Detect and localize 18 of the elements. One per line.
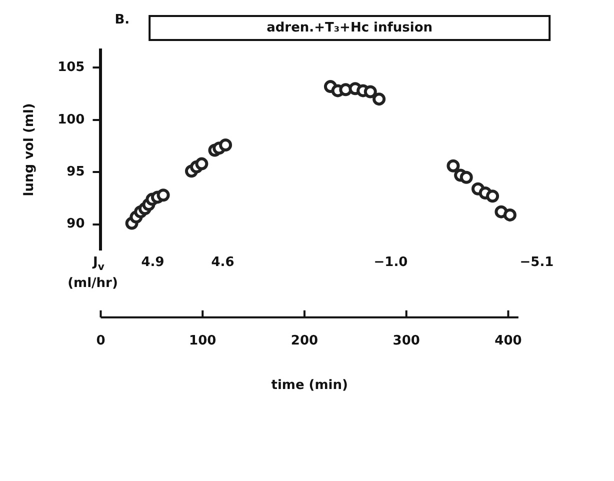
x-tick-label: 100 — [189, 334, 216, 349]
text: 4.9 — [141, 254, 164, 270]
y-axis-title: lung vol (ml) — [22, 103, 38, 196]
text: −1.0 — [374, 254, 408, 270]
text: −5.1 — [520, 254, 554, 270]
x-tick-label: 0 — [96, 334, 106, 349]
y-tick-label: 105 — [58, 60, 85, 76]
text: B. — [114, 12, 130, 28]
x-axis-title: time (min) — [271, 378, 348, 393]
text: (ml/hr) — [68, 276, 118, 291]
x-tick-label: 200 — [290, 334, 318, 349]
y-tick-label: 90 — [66, 216, 85, 232]
x-tick-label: 400 — [494, 334, 522, 349]
x-tick-label: 300 — [392, 334, 420, 349]
y-tick-label: 100 — [58, 112, 85, 128]
text: 4.6 — [211, 254, 234, 270]
chart-title: adren.+T₃+Hc infusion — [266, 20, 433, 36]
y-tick-label: 95 — [66, 164, 85, 180]
